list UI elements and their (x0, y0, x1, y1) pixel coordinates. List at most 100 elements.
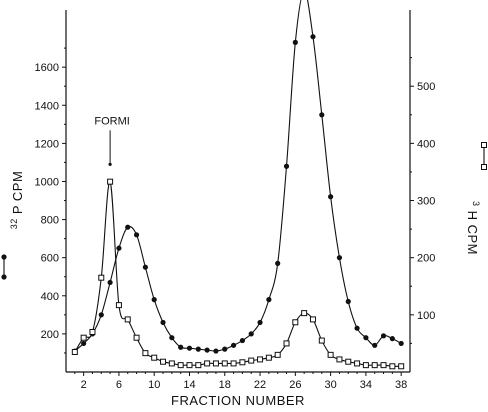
series-32p-point (275, 260, 281, 266)
series-3h-point (309, 316, 316, 323)
series-3h-point (151, 354, 158, 361)
y-left-label-text: P CPM (10, 171, 25, 214)
y-right-axis-title: 3 H CPM (465, 201, 485, 255)
y-left-tick-label: 400 (41, 291, 59, 303)
series-32p-point (133, 232, 140, 238)
y-left-tick-label: 1600 (35, 62, 59, 74)
series-32p-point (283, 163, 290, 169)
y-right-label-sup: 3 (471, 201, 481, 207)
series-3h-point (336, 356, 343, 363)
series-32p-point (213, 348, 219, 354)
series-32p-point (328, 194, 334, 200)
annotation-label: FORMI (94, 115, 129, 127)
series-32p-point (363, 335, 369, 341)
series-32p-point (178, 344, 184, 350)
series-3h-point (80, 334, 87, 341)
series-32p-point (160, 319, 166, 326)
series-32p-point (380, 333, 387, 339)
series-32p-point (230, 342, 237, 348)
series-lines (74, 0, 402, 367)
series-32p-point (239, 337, 246, 344)
series-3h-point (318, 337, 325, 344)
x-axis-title: FRACTION NUMBER (171, 393, 305, 408)
x-ticks: 2 6 10 14 18 22 26 30 34 38 (74, 372, 407, 391)
series-32p-point (116, 245, 122, 251)
series-32p-point (142, 264, 148, 270)
x-tick-label: 22 (254, 379, 266, 391)
series-3h-point (292, 319, 299, 326)
series-3h-point (177, 362, 184, 369)
series-32p-point (195, 346, 201, 352)
series-3h-point (398, 363, 405, 370)
series-32p-point (398, 340, 404, 347)
y-right-label-text: H CPM (465, 211, 480, 255)
x-tick-label: 6 (116, 379, 122, 391)
series-32p-point (151, 297, 157, 303)
annotations: FORMI (94, 115, 130, 166)
series-3h-line (74, 181, 402, 367)
series-3h-point (230, 360, 237, 367)
series-3h-point (195, 362, 202, 369)
x-tick-label: 14 (183, 379, 195, 391)
y-right-tick-label: 300 (417, 196, 435, 208)
svg-text:3 H CPM: 3 H CPM (465, 201, 485, 255)
y-left-tick-label: 200 (41, 329, 59, 341)
series-32p-point (354, 325, 360, 331)
x-tick-label: 34 (360, 379, 372, 391)
x-tick-label: 26 (289, 379, 301, 391)
series-3h-point (160, 358, 167, 365)
x-tick-label: 38 (395, 379, 407, 391)
y-right-tick-label: 200 (417, 253, 435, 265)
series-32p-point (345, 298, 351, 305)
series-3h-point (124, 316, 131, 323)
series-3h-point (389, 363, 396, 370)
series-3h-point (71, 348, 78, 355)
series-32p-point (319, 112, 325, 118)
x-tick-label: 10 (148, 379, 160, 391)
series-3h-point (89, 328, 96, 335)
y-right-ticks: 100 200 300 400 500 (410, 57, 435, 344)
series-3h-point (354, 360, 361, 367)
y-left-tick-label: 600 (41, 253, 59, 265)
series-32p-point (389, 336, 395, 342)
y-left-tick-label: 1200 (35, 138, 59, 150)
series-32p-point (310, 34, 316, 40)
series-32p-point (107, 279, 113, 286)
series-32p-point (81, 340, 87, 347)
series-3h-point (327, 351, 334, 358)
annotation-pointer-dot (108, 162, 112, 166)
series-3h-point (204, 360, 211, 367)
series-3h-point (212, 360, 219, 367)
series-3h-point (274, 351, 281, 358)
series-32p-point (186, 345, 193, 351)
series-3h-point (186, 362, 193, 369)
series-3h-point (98, 274, 105, 281)
y-left-label-sup: 32 (9, 218, 19, 229)
series-32p-point (257, 319, 263, 326)
x-tick-label: 30 (324, 379, 336, 391)
series-3h-point (362, 362, 369, 369)
series-32p-line (74, 0, 402, 352)
svg-text:32 P CPM: 32 P CPM (5, 171, 25, 230)
y-left-legend-marker (1, 254, 7, 280)
series-32p-point (248, 331, 254, 337)
series-32p-point (292, 39, 298, 45)
y-right-tick-label: 100 (417, 310, 435, 322)
x-tick-label: 2 (81, 379, 87, 391)
series-3h-point (168, 360, 175, 367)
series-3h-point (248, 357, 255, 364)
x-tick-label: 18 (219, 379, 231, 391)
series-3h-point (239, 359, 246, 366)
series-3h-point (380, 362, 387, 369)
series-3h-point (301, 310, 308, 317)
series-3h-point (345, 358, 352, 365)
series-3h-point (221, 360, 228, 367)
series-3h-point (371, 362, 378, 369)
series-32p-point (204, 347, 210, 353)
series-3h-point (107, 178, 114, 185)
series-3h-point (257, 356, 264, 363)
series-3h-point (115, 302, 122, 309)
y-right-tick-label: 400 (417, 138, 435, 150)
y-left-tick-label: 1400 (35, 100, 59, 112)
